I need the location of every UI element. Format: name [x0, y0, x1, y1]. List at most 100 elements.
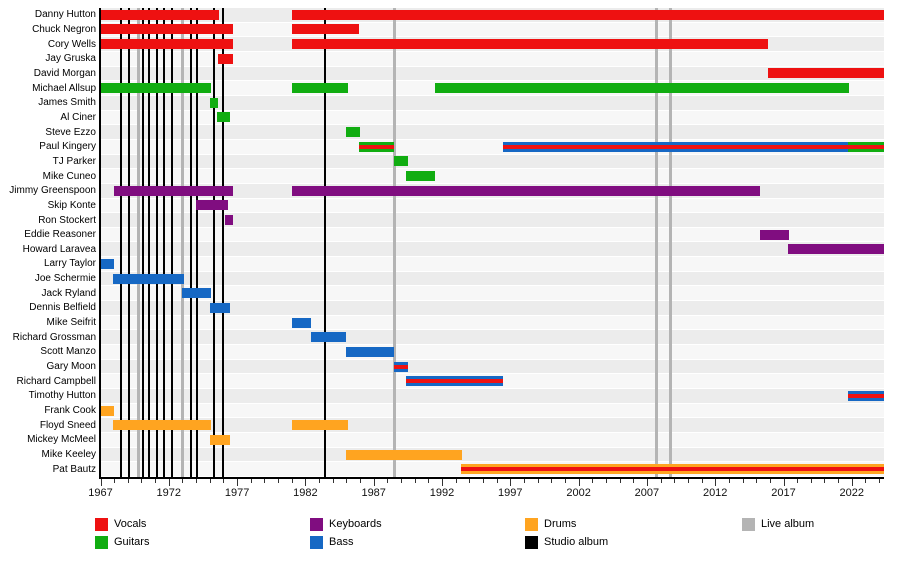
x-axis-major-tick — [510, 479, 512, 486]
legend-swatch-bass — [310, 536, 323, 549]
row-stripe — [100, 242, 884, 258]
member-period-bar — [209, 302, 231, 313]
x-axis-minor-tick — [523, 479, 525, 483]
x-axis-tick-label: 1992 — [429, 487, 455, 499]
member-period-bar — [100, 258, 115, 269]
row-stripe — [100, 154, 884, 170]
member-name-label: Al Ciner — [60, 111, 96, 123]
x-axis-minor-tick — [756, 479, 758, 483]
member-period-bar — [358, 141, 395, 152]
row-stripe — [100, 227, 884, 243]
member-name-label: Eddie Reasoner — [24, 229, 96, 241]
studio-album-line — [221, 8, 224, 477]
studio-album-line — [170, 8, 173, 477]
member-period-bar — [394, 361, 408, 372]
x-axis-minor-tick — [769, 479, 771, 483]
member-name-label: Skip Konte — [47, 199, 96, 211]
live-album-line — [393, 8, 397, 477]
member-name-label: Jack Ryland — [41, 287, 96, 299]
row-stripe — [100, 169, 884, 184]
legend-swatch-live_album — [742, 518, 755, 531]
row-stripe — [100, 315, 884, 331]
studio-album-line — [190, 8, 193, 477]
x-axis-minor-tick — [155, 479, 157, 483]
row-stripe — [100, 447, 884, 463]
x-axis-tick-label: 1982 — [293, 487, 318, 499]
studio-album-line — [212, 8, 215, 477]
x-axis-minor-tick — [865, 479, 867, 483]
studio-album-line — [323, 8, 326, 477]
member-period-bar — [435, 83, 850, 94]
member-name-label: Larry Taylor — [43, 258, 96, 270]
x-axis-minor-tick — [728, 479, 730, 483]
row-stripe — [100, 330, 884, 346]
legend-label-guitars: Guitars — [114, 536, 150, 548]
member-name-label: Cory Wells — [47, 38, 96, 50]
member-period-bar — [847, 141, 884, 152]
studio-album-line — [119, 8, 122, 477]
legend-label-vocals: Vocals — [114, 518, 147, 530]
member-period-bar — [224, 215, 233, 225]
y-axis-spine — [99, 8, 101, 479]
live-album-line — [669, 8, 673, 477]
x-axis-minor-tick — [250, 479, 252, 483]
x-axis-minor-tick — [810, 479, 812, 483]
x-axis-minor-tick — [455, 479, 457, 483]
member-name-label: Danny Hutton — [34, 9, 96, 21]
member-name-label: Howard Laravea — [22, 243, 96, 255]
x-axis-major-tick — [305, 479, 307, 486]
x-axis-minor-tick — [674, 479, 676, 483]
row-stripe — [100, 110, 884, 126]
x-axis-major-tick — [578, 479, 580, 486]
x-axis-minor-tick — [482, 479, 484, 483]
member-name-label: Michael Allsup — [32, 82, 96, 94]
member-period-bar — [291, 9, 884, 20]
member-period-bar — [847, 390, 884, 401]
member-period-bar — [291, 24, 359, 35]
studio-album-line — [196, 8, 199, 477]
member-name-label: Chuck Negron — [32, 23, 96, 35]
legend-swatch-studio_album — [525, 536, 538, 549]
member-name-label: Scott Manzo — [40, 346, 96, 358]
x-axis-minor-tick — [332, 479, 334, 483]
x-axis-tick-label: 2002 — [566, 487, 591, 499]
member-period-bar — [406, 171, 436, 182]
member-name-label: Mike Cuneo — [42, 170, 96, 182]
member-period-bar — [100, 405, 115, 416]
member-name-label: Timothy Hutton — [28, 390, 96, 402]
member-name-label: Mickey McMeel — [27, 434, 96, 446]
legend-swatch-guitars — [95, 536, 108, 549]
member-name-label: Frank Cook — [44, 405, 96, 417]
member-period-bar — [787, 244, 884, 255]
member-period-bar — [100, 83, 212, 94]
row-stripe — [100, 66, 884, 82]
row-stripe — [100, 271, 884, 287]
member-name-label: Joe Schermie — [34, 273, 96, 285]
x-axis-minor-tick — [605, 479, 607, 483]
x-axis-tick-label: 2017 — [771, 487, 796, 499]
studio-album-line — [147, 8, 150, 477]
member-name-label: Steve Ezzo — [45, 126, 96, 138]
member-period-bar — [394, 156, 408, 167]
row-stripe — [100, 213, 884, 228]
x-axis-minor-tick — [496, 479, 498, 483]
member-period-bar — [196, 200, 228, 211]
x-axis-tick-label: 1977 — [224, 487, 250, 499]
member-period-bar — [291, 83, 348, 94]
row-stripe — [100, 433, 884, 448]
live-album-line — [137, 8, 141, 477]
x-axis-minor-tick — [264, 479, 266, 483]
member-name-label: Jimmy Greenspoon — [9, 185, 96, 197]
row-stripe — [100, 286, 884, 302]
member-period-bar — [100, 39, 233, 50]
x-axis-minor-tick — [114, 479, 116, 483]
x-axis-tick-label: 1987 — [361, 487, 386, 499]
x-axis-minor-tick — [428, 479, 430, 483]
x-axis-tick-label: 1997 — [498, 487, 523, 499]
x-axis-major-tick — [168, 479, 170, 486]
x-axis-tick-label: 2012 — [702, 487, 728, 499]
x-axis-major-tick — [851, 479, 853, 486]
member-period-bar — [346, 346, 395, 357]
member-name-label: Gary Moon — [46, 361, 96, 373]
x-axis-tick-label: 1972 — [156, 487, 182, 499]
